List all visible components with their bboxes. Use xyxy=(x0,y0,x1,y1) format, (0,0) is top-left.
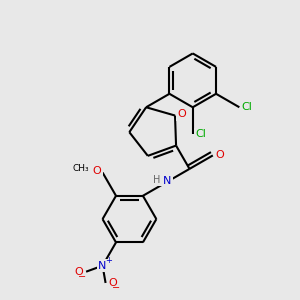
Text: N: N xyxy=(163,176,172,186)
Text: −: − xyxy=(78,272,86,282)
Text: N: N xyxy=(98,261,107,271)
Text: O: O xyxy=(178,109,186,119)
Text: O: O xyxy=(108,278,117,288)
Text: H: H xyxy=(153,175,160,185)
Text: −: − xyxy=(112,283,120,293)
Text: O: O xyxy=(92,166,101,176)
Text: O: O xyxy=(215,150,224,161)
Text: Cl: Cl xyxy=(242,102,253,112)
Text: +: + xyxy=(105,256,112,265)
Text: CH₃: CH₃ xyxy=(73,164,89,173)
Text: O: O xyxy=(75,267,83,277)
Text: Cl: Cl xyxy=(195,129,206,139)
